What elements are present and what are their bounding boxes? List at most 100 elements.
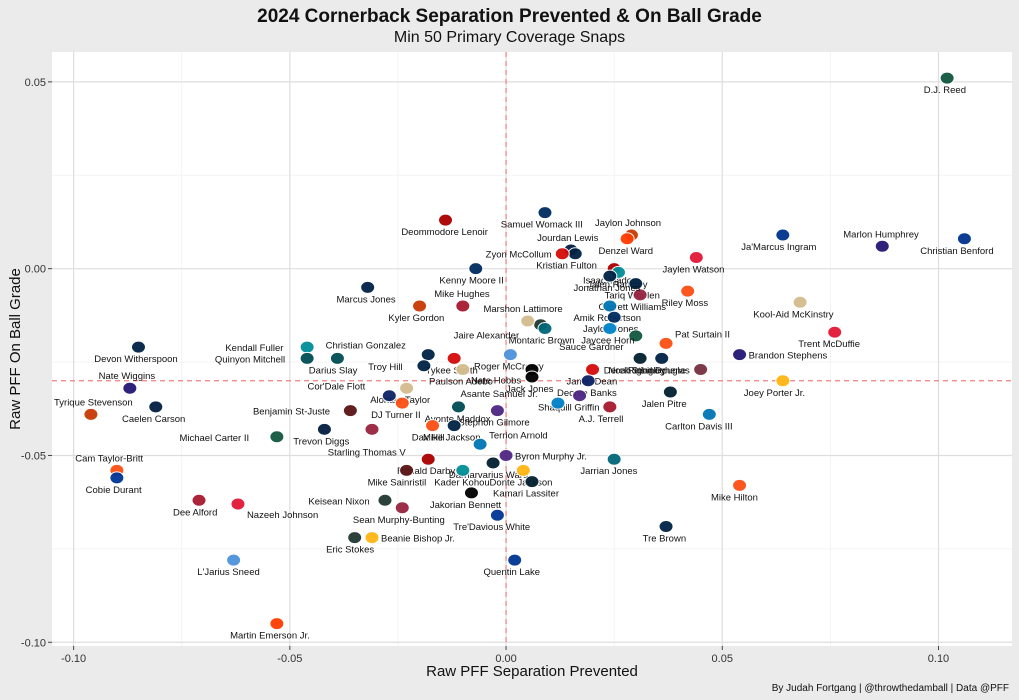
point-marker bbox=[446, 351, 462, 365]
x-tick-label: -0.05 bbox=[277, 653, 302, 665]
point-marker bbox=[515, 463, 531, 477]
point-label: Caelen Carson bbox=[122, 414, 185, 425]
point-label: Jaylon Johnson bbox=[595, 218, 661, 229]
point-marker bbox=[662, 385, 678, 399]
point-label: Quinyon Mitchell bbox=[215, 354, 285, 365]
point-marker bbox=[450, 400, 466, 414]
point-label: Christian Gonzalez bbox=[326, 341, 407, 352]
point-marker bbox=[572, 389, 588, 403]
point-label: Mike Hilton bbox=[711, 492, 758, 503]
point-marker bbox=[580, 374, 596, 388]
point-marker bbox=[399, 381, 415, 395]
point-marker bbox=[420, 452, 436, 466]
point-marker bbox=[316, 422, 332, 436]
y-tick-label: 0.05 bbox=[25, 77, 46, 89]
point-label: D.J. Reed bbox=[924, 85, 966, 96]
point-marker bbox=[585, 363, 601, 377]
chart-subtitle: Min 50 Primary Coverage Snaps bbox=[393, 29, 626, 46]
point-marker bbox=[455, 299, 471, 313]
x-tick-label: 0.05 bbox=[712, 653, 733, 665]
point-marker bbox=[632, 288, 648, 302]
point-marker bbox=[792, 295, 808, 309]
point-label: Sauce Gardner bbox=[559, 342, 623, 353]
point-marker bbox=[420, 348, 436, 362]
chart-title: 2024 Cornerback Separation Prevented & O… bbox=[257, 6, 762, 27]
point-marker bbox=[489, 508, 505, 522]
point-marker bbox=[956, 232, 972, 246]
point-label: Nazeeh Johnson bbox=[247, 510, 318, 521]
point-label: Denzel Ward bbox=[599, 246, 654, 257]
point-label: Darnarvarius Ward bbox=[449, 470, 528, 481]
point-marker bbox=[567, 247, 583, 261]
point-label: Kamari Lassiter bbox=[493, 489, 559, 500]
point-label: Nate Hobbs bbox=[471, 376, 521, 387]
point-marker bbox=[226, 553, 242, 567]
point-marker bbox=[230, 497, 246, 511]
point-marker bbox=[701, 407, 717, 421]
point-marker bbox=[347, 531, 363, 545]
point-marker bbox=[455, 463, 471, 477]
y-axis-title: Raw PFF On Ball Grade bbox=[7, 268, 24, 430]
point-marker bbox=[122, 381, 138, 395]
y-tick-label: 0.00 bbox=[25, 264, 46, 276]
point-label: DJ Turner II bbox=[371, 410, 421, 421]
point-marker bbox=[732, 348, 748, 362]
x-axis-title: Raw PFF Separation Prevented bbox=[426, 663, 638, 680]
point-marker bbox=[507, 553, 523, 567]
x-tick-label: 0.10 bbox=[928, 653, 949, 665]
point-label: Kader Kohou bbox=[434, 477, 489, 488]
point-marker bbox=[619, 232, 635, 246]
point-label: Starling Thomas V bbox=[328, 447, 407, 458]
point-marker bbox=[602, 269, 618, 283]
point-label: Christian Benford bbox=[920, 246, 993, 257]
point-marker bbox=[939, 71, 955, 85]
point-label: Jourdan Lewis bbox=[537, 233, 599, 244]
point-marker bbox=[329, 351, 345, 365]
point-label: Jaycee Horn bbox=[581, 335, 634, 346]
point-label: Mike Sainristil bbox=[368, 477, 427, 488]
point-marker bbox=[83, 407, 99, 421]
point-marker bbox=[109, 471, 125, 485]
point-label: Jalen Ramsey bbox=[587, 279, 647, 290]
point-marker bbox=[489, 404, 505, 418]
point-marker bbox=[438, 213, 454, 227]
point-label: Mike Hughes bbox=[434, 289, 490, 300]
point-label: Deommodore Lenoir bbox=[401, 227, 488, 238]
point-label: Jaylen Watson bbox=[663, 264, 725, 275]
point-label: Trent McDuffie bbox=[798, 339, 860, 350]
point-marker bbox=[269, 430, 285, 444]
point-marker bbox=[602, 321, 618, 335]
point-marker bbox=[775, 228, 791, 242]
point-marker bbox=[537, 206, 553, 220]
point-marker bbox=[342, 404, 358, 418]
point-marker bbox=[524, 475, 540, 489]
point-label: Kristian Fulton bbox=[536, 261, 597, 272]
point-marker bbox=[299, 340, 315, 354]
point-label: Kyler Gordon bbox=[388, 313, 444, 324]
point-marker bbox=[606, 310, 622, 324]
point-label: Tariq Woolen bbox=[605, 291, 660, 302]
point-marker bbox=[360, 280, 376, 294]
point-label: Byron Murphy Jr. bbox=[515, 451, 587, 462]
point-label: Jakorian Bennett bbox=[430, 500, 502, 511]
point-marker bbox=[394, 396, 410, 410]
point-label: L'Jarius Sneed bbox=[197, 567, 260, 578]
point-marker bbox=[377, 493, 393, 507]
point-label: Jack Jones bbox=[506, 384, 554, 395]
point-label: Carlton Davis III bbox=[665, 421, 733, 432]
point-marker bbox=[502, 348, 518, 362]
point-label: Derek Stingley bbox=[604, 365, 666, 376]
point-label: Beanie Bishop Jr. bbox=[381, 534, 455, 545]
point-marker bbox=[632, 351, 648, 365]
point-marker bbox=[693, 363, 709, 377]
point-label: Cobie Durant bbox=[86, 485, 142, 496]
point-label: Marlon Humphrey bbox=[843, 229, 919, 240]
point-label: Tyrique Stevenson bbox=[54, 397, 133, 408]
point-label: Devon Witherspoon bbox=[94, 354, 177, 365]
point-label: Michael Carter II bbox=[179, 433, 249, 444]
point-marker bbox=[468, 262, 484, 276]
point-marker bbox=[654, 351, 670, 365]
point-label: Kenny Moore II bbox=[439, 276, 503, 287]
